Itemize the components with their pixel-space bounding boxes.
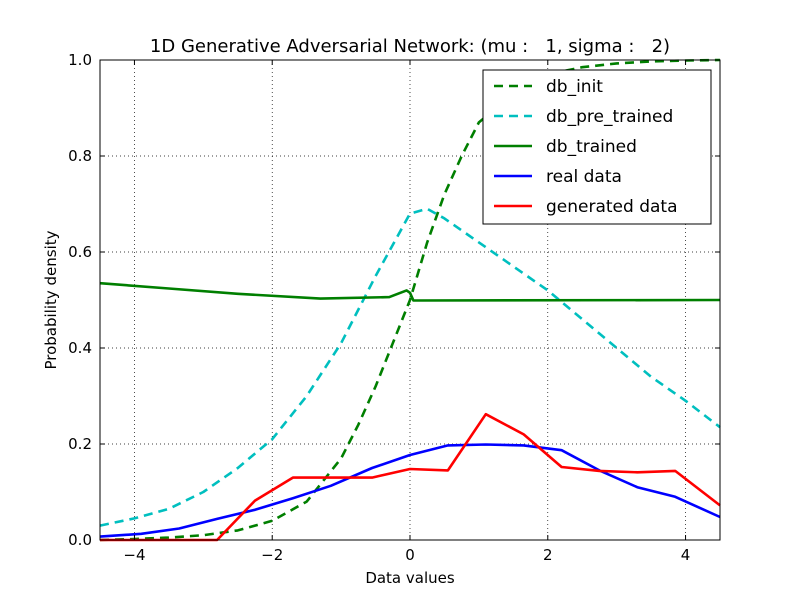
- legend-label-db-trained: db_trained: [546, 137, 637, 157]
- x-tick-label: −2: [261, 546, 283, 564]
- legend-label-generated-data: generated data: [546, 197, 678, 217]
- x-tick-labels: −4 −2 0 2 4: [123, 546, 690, 564]
- y-tick-label: 0.0: [68, 531, 92, 549]
- y-tick-label: 0.2: [68, 435, 92, 453]
- y-tick-label: 1.0: [68, 51, 92, 69]
- x-tick-label: −4: [123, 546, 145, 564]
- series-line-db-trained: [99, 281, 721, 302]
- y-tick-label: 0.8: [68, 147, 92, 165]
- series-line-db-pre-trained: [99, 207, 721, 527]
- x-axis-label: Data values: [365, 569, 455, 587]
- x-tick-label: 0: [405, 546, 415, 564]
- x-tick-label: 2: [543, 546, 553, 564]
- x-tick-label: 4: [681, 546, 691, 564]
- y-tick-label: 0.4: [68, 339, 92, 357]
- series-line-generated-data: [100, 412, 721, 542]
- y-tick-labels: 0.0 0.2 0.4 0.6 0.8 1.0: [68, 51, 92, 549]
- series-group: [99, 58, 721, 542]
- chart-title: 1D Generative Adversarial Network: (mu :…: [150, 36, 670, 57]
- y-axis-label: Probability density: [42, 230, 60, 369]
- series-line-real-data: [99, 443, 721, 538]
- tick-marks: [100, 59, 720, 541]
- legend-label-real-data: real data: [546, 167, 622, 187]
- y-tick-label: 0.6: [68, 243, 92, 261]
- legend-label-db-init: db_init: [546, 77, 603, 97]
- legend-label-db-pre-trained: db_pre_trained: [546, 107, 673, 127]
